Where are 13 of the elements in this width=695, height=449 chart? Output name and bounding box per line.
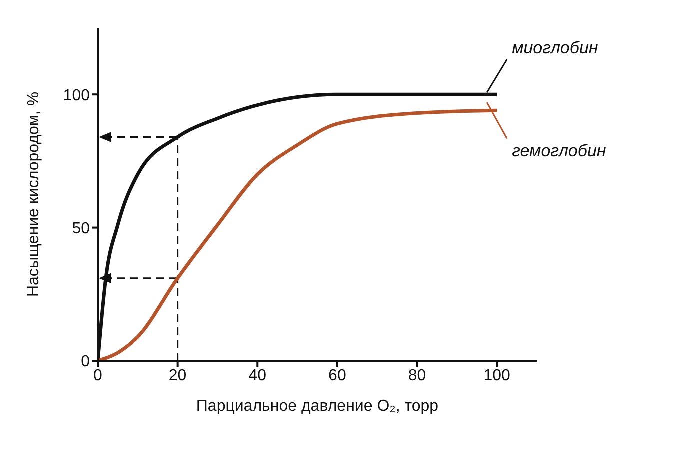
y-tick-label: 50 bbox=[72, 220, 90, 238]
x-tick-label: 80 bbox=[408, 367, 426, 384]
x-tick-label: 100 bbox=[484, 367, 511, 384]
x-tick-label: 20 bbox=[168, 367, 187, 384]
x-tick-label: 40 bbox=[248, 367, 267, 384]
x-tick-label: 60 bbox=[328, 367, 346, 384]
y-axis-title: Насыщение кислородом, % bbox=[26, 92, 43, 298]
x-axis-title: Парциальное давление O₂, торр bbox=[196, 398, 439, 415]
y-tick-label: 0 bbox=[81, 354, 90, 371]
x-tick-label: 0 bbox=[94, 367, 103, 384]
legend-label: гемоглобин bbox=[512, 142, 607, 161]
text: миоглобин bbox=[512, 38, 599, 58]
y-tick-label: 100 bbox=[63, 87, 90, 104]
